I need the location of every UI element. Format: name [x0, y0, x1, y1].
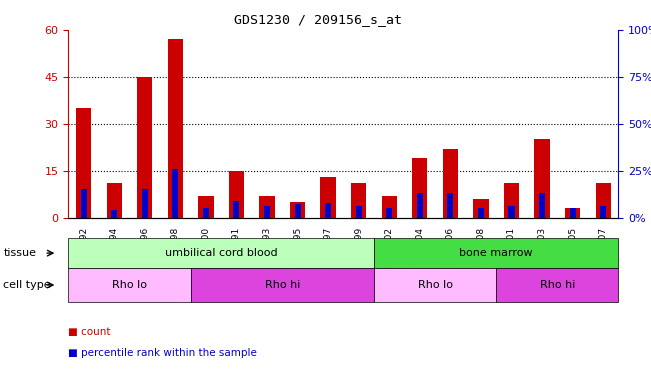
Bar	[264, 206, 270, 218]
Bar	[443, 149, 458, 217]
Bar	[320, 177, 336, 218]
Bar	[294, 204, 301, 218]
Bar	[76, 108, 91, 218]
Bar	[355, 206, 362, 218]
Text: Rho lo: Rho lo	[112, 280, 147, 290]
Bar	[111, 210, 117, 218]
Text: cell type: cell type	[3, 280, 51, 290]
Bar	[137, 77, 152, 218]
Bar	[508, 206, 514, 218]
Bar	[290, 202, 305, 217]
Bar	[233, 201, 240, 217]
Bar	[534, 140, 549, 218]
Text: Rho hi: Rho hi	[540, 280, 575, 290]
Bar	[325, 202, 331, 217]
Bar	[596, 183, 611, 218]
Bar	[417, 193, 423, 217]
Bar	[229, 171, 244, 217]
Bar	[142, 189, 148, 217]
Bar	[81, 189, 87, 217]
Bar	[259, 196, 275, 217]
Bar	[447, 193, 453, 217]
Text: GDS1230 / 209156_s_at: GDS1230 / 209156_s_at	[234, 13, 402, 26]
Bar	[478, 208, 484, 218]
Bar	[386, 208, 393, 218]
Text: Rho lo: Rho lo	[417, 280, 452, 290]
Bar	[173, 169, 178, 217]
Bar	[600, 206, 606, 218]
Bar	[199, 196, 214, 217]
Text: ■ percentile rank within the sample: ■ percentile rank within the sample	[68, 348, 257, 357]
Bar	[412, 158, 428, 218]
Text: Rho hi: Rho hi	[264, 280, 300, 290]
Bar	[570, 208, 575, 218]
Bar	[473, 199, 488, 217]
Text: ■ count: ■ count	[68, 327, 111, 337]
Bar	[381, 196, 397, 217]
Text: tissue: tissue	[3, 248, 36, 258]
Bar	[351, 183, 367, 218]
Bar	[107, 183, 122, 218]
Bar	[539, 193, 545, 217]
Bar	[203, 208, 209, 218]
Text: umbilical cord blood: umbilical cord blood	[165, 248, 277, 258]
Bar	[168, 39, 183, 218]
Bar	[504, 183, 519, 218]
Bar	[565, 208, 580, 218]
Text: bone marrow: bone marrow	[460, 248, 533, 258]
